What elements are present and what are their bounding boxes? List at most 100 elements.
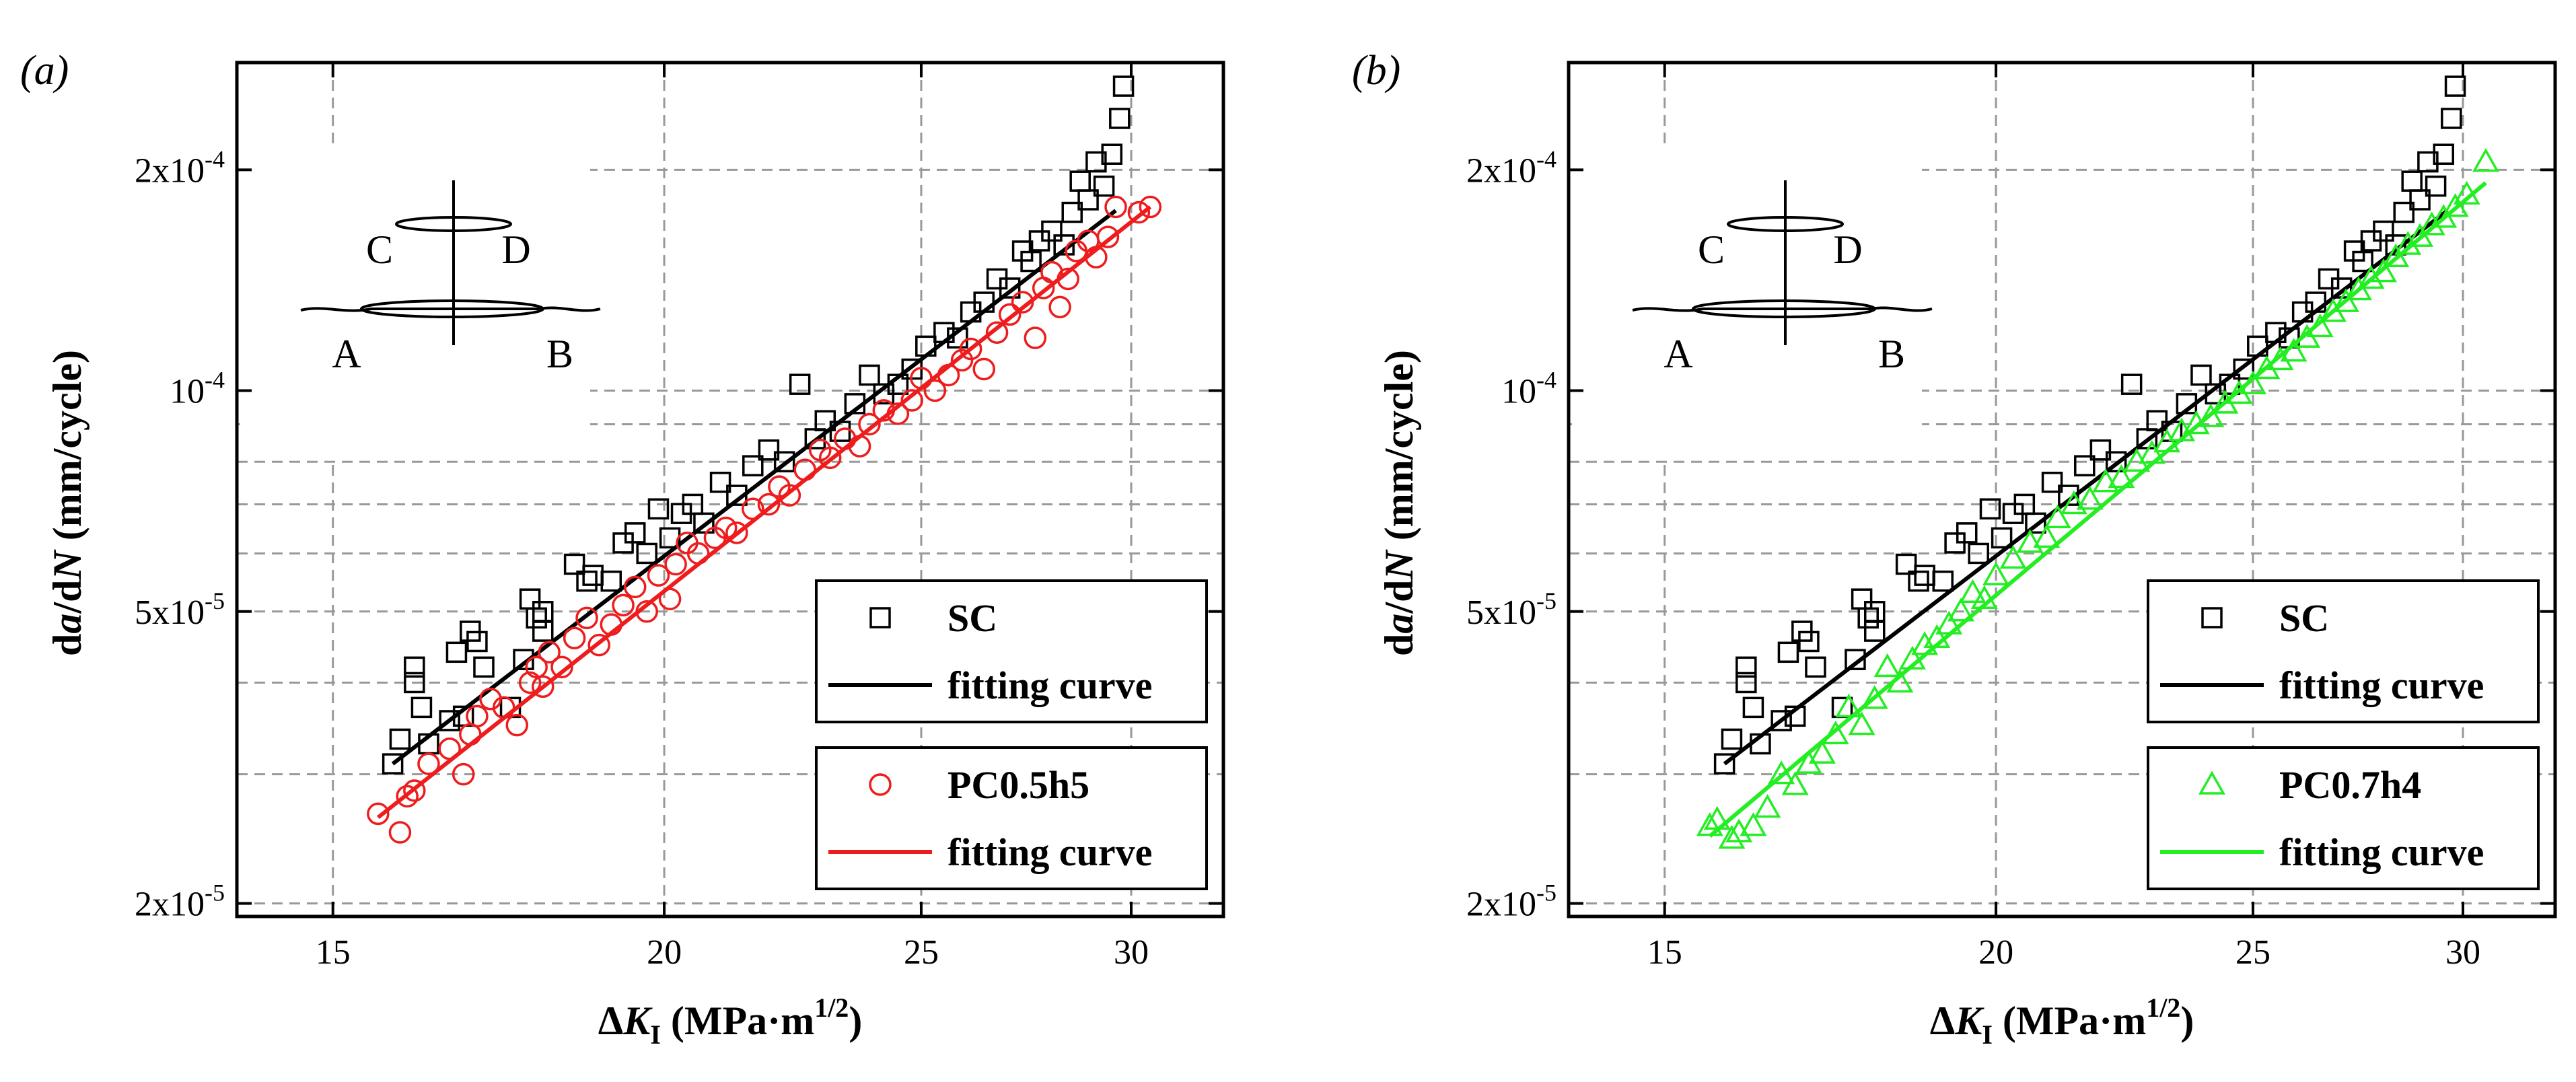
data-point bbox=[999, 277, 1021, 299]
data-point bbox=[538, 641, 561, 664]
data-point bbox=[2060, 490, 2087, 515]
data-point bbox=[1805, 656, 1826, 678]
inset-label-b: B bbox=[546, 332, 573, 376]
series-sc bbox=[382, 75, 1135, 774]
inset-label-c: C bbox=[1698, 227, 1725, 272]
data-point bbox=[1777, 641, 1799, 663]
data-point bbox=[2472, 148, 2499, 172]
legend-label: fitting curve bbox=[947, 663, 1152, 707]
data-point bbox=[513, 649, 534, 670]
inset-lower-line bbox=[300, 306, 601, 312]
data-point bbox=[2441, 108, 2462, 129]
panel-label: (b) bbox=[1352, 48, 1400, 94]
data-point bbox=[2033, 524, 2061, 548]
data-point bbox=[2108, 464, 2135, 489]
data-point bbox=[858, 412, 881, 436]
inset-upper-crack bbox=[395, 216, 512, 232]
legend-2: PC0.5h5 fitting curve bbox=[815, 746, 1208, 890]
fit-line bbox=[1708, 181, 2487, 838]
data-point bbox=[664, 552, 687, 576]
legend-label: PC0.5h5 bbox=[947, 763, 1089, 807]
data-point bbox=[2041, 472, 2063, 493]
data-point bbox=[2044, 504, 2071, 528]
y-axis-label: da/dN (mm/cycle) bbox=[45, 350, 90, 656]
data-point bbox=[518, 671, 542, 694]
data-point bbox=[526, 607, 547, 629]
data-point bbox=[682, 493, 704, 515]
data-point bbox=[532, 620, 554, 642]
data-point bbox=[1077, 189, 1099, 211]
inset-label-a: A bbox=[1663, 332, 1692, 376]
data-point bbox=[636, 542, 657, 565]
data-point bbox=[773, 451, 795, 472]
data-point bbox=[2253, 355, 2281, 380]
data-point bbox=[575, 606, 598, 630]
data-point bbox=[2345, 276, 2372, 301]
data-point bbox=[466, 705, 489, 728]
x-tick-label: 15 bbox=[316, 933, 351, 972]
data-point bbox=[403, 779, 426, 802]
data-point bbox=[473, 656, 495, 678]
data-point bbox=[2016, 529, 2044, 553]
data-point bbox=[647, 564, 670, 587]
legend-label: fitting curve bbox=[947, 830, 1152, 874]
inset-label-d: D bbox=[501, 227, 530, 272]
inset-label-a: A bbox=[332, 332, 361, 376]
x-tick-label: 25 bbox=[2235, 933, 2270, 972]
data-point bbox=[2369, 258, 2397, 283]
data-point bbox=[959, 337, 982, 361]
data-point bbox=[972, 357, 995, 381]
data-point bbox=[1736, 672, 1757, 694]
legend-label: fitting curve bbox=[2279, 830, 2484, 874]
legend-label: SC bbox=[2279, 596, 2329, 640]
y-tick-label: 5x10-5 bbox=[135, 587, 225, 632]
data-point bbox=[2393, 201, 2414, 223]
data-point bbox=[505, 713, 529, 737]
x-tick-label: 25 bbox=[904, 933, 939, 972]
plot-frame bbox=[1567, 61, 2557, 918]
inset-lower-crack bbox=[1692, 299, 1876, 318]
legend-marker-swatch bbox=[2198, 770, 2226, 795]
y-tick-label: 2x10-4 bbox=[1466, 145, 1557, 190]
data-point bbox=[985, 321, 1009, 344]
data-point bbox=[2425, 175, 2447, 197]
y-tick-label: 2x10-5 bbox=[135, 879, 225, 924]
data-point bbox=[2092, 468, 2120, 493]
data-point bbox=[1982, 561, 2010, 585]
data-point bbox=[725, 521, 748, 544]
data-point bbox=[1718, 825, 1746, 849]
data-point bbox=[1041, 220, 1063, 242]
panel-a: C D A B 15 20 25 30 2x10-5 5x10-5 10-4 2x10-4 ΔKI (M… bbox=[20, 48, 1225, 1050]
data-point bbox=[1740, 812, 1767, 836]
fit-line bbox=[376, 205, 1152, 820]
data-point bbox=[587, 633, 610, 657]
legend-label: SC bbox=[947, 596, 997, 640]
legend-1: SC fitting curve bbox=[2147, 579, 2540, 723]
legend-marker-swatch bbox=[2201, 607, 2223, 628]
data-point bbox=[563, 553, 585, 575]
data-point bbox=[531, 675, 554, 698]
data-point bbox=[2190, 364, 2212, 386]
data-point bbox=[1857, 607, 1879, 629]
legend-box bbox=[815, 746, 1208, 890]
data-point bbox=[1085, 151, 1107, 173]
data-point bbox=[612, 593, 635, 617]
y-axis-label: da/dN (mm/cycle) bbox=[1377, 350, 1421, 656]
data-point bbox=[742, 455, 764, 476]
inset-upper-crack bbox=[1727, 216, 1844, 232]
legend-1: SC fitting curve bbox=[815, 579, 1208, 723]
series-fitting-curve bbox=[376, 205, 1152, 820]
data-point bbox=[404, 656, 425, 678]
data-point bbox=[2013, 493, 2036, 515]
data-point bbox=[439, 710, 460, 731]
data-point bbox=[859, 364, 880, 386]
data-point bbox=[1991, 527, 2013, 549]
data-point bbox=[2233, 358, 2254, 380]
data-point bbox=[367, 802, 390, 826]
x-axis-label: ΔKI (MPa·m1/2) bbox=[598, 993, 863, 1050]
data-point bbox=[1101, 143, 1122, 165]
legend-box bbox=[815, 579, 1208, 723]
data-point bbox=[1104, 195, 1127, 219]
data-point bbox=[2444, 75, 2466, 97]
data-point bbox=[2433, 143, 2454, 165]
